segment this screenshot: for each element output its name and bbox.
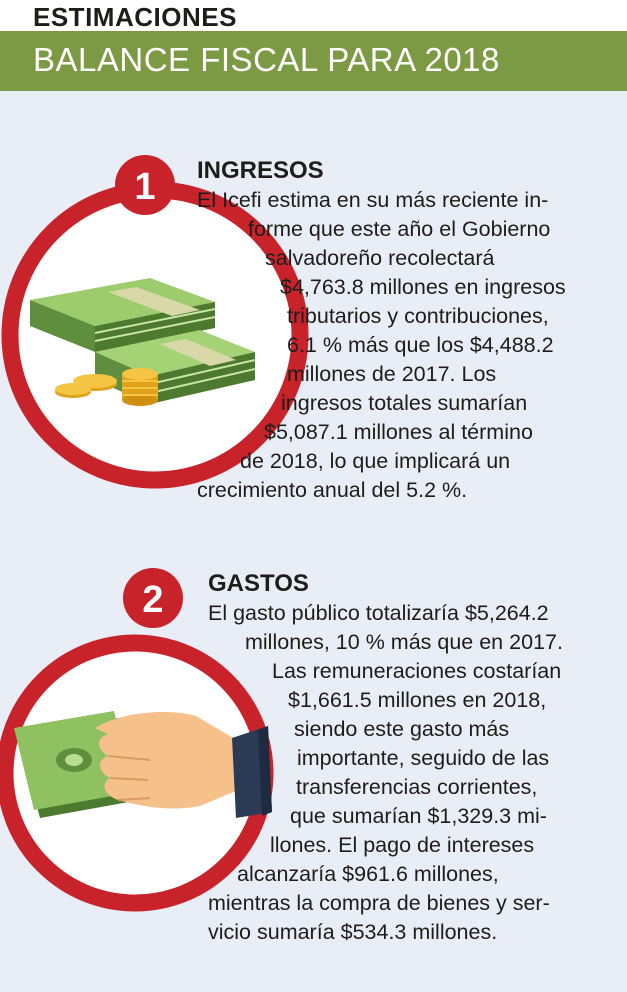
section-1-line: millones de 2017. Los — [287, 362, 497, 386]
section-2-number: 2 — [142, 579, 163, 621]
section-2-line: llones. El pago de intereses — [270, 833, 535, 857]
section-2-line: vicio sumaría $534.3 millones. — [208, 920, 498, 944]
section-2-line: que sumarían $1,329.3 mi- — [290, 804, 547, 828]
section-2-line: transferencias corrientes, — [296, 775, 538, 799]
section-2-line: $1,661.5 millones en 2018, — [288, 688, 547, 712]
section-2-line: alcanzaría $961.6 millones, — [237, 862, 499, 886]
kicker-label: ESTIMACIONES — [33, 2, 237, 32]
section-2-line: millones, 10 % más que en 2017. — [245, 630, 563, 654]
title-banner: BALANCE FISCAL PARA 2018 — [0, 31, 627, 91]
section-2-heading: GASTOS — [208, 570, 309, 597]
section-1-line: crecimiento anual del 5.2 %. — [197, 478, 468, 502]
section-1-number: 1 — [134, 166, 155, 208]
section-1-line: de 2018, lo que implicará un — [240, 449, 511, 473]
section-2-line: Las remuneraciones costarían — [272, 659, 562, 683]
section-2-line: importante, seguido de las — [297, 746, 550, 770]
section-1-heading: INGRESOS — [197, 157, 324, 184]
page-title: BALANCE FISCAL PARA 2018 — [33, 41, 500, 78]
section-2-line: El gasto público totalizaría $5,264.2 — [208, 601, 549, 625]
section-1-line: ingresos totales sumarían — [281, 391, 528, 415]
section-1-line: tributarios y contribuciones, — [287, 304, 549, 328]
hand-giving-money-icon: 2 — [0, 568, 274, 912]
section-2-line: mientras la compra de bienes y ser- — [208, 891, 550, 915]
section-1-line: 6.1 % más que los $4,488.2 — [287, 333, 554, 357]
kicker-bar: ESTIMACIONES — [0, 0, 627, 32]
section-1-line: El Icefi estima en su más reciente in- — [197, 188, 549, 212]
section-1-line: $4,763.8 millones en ingresos — [280, 275, 566, 299]
money-stack-coins-icon: 1 — [1, 155, 309, 489]
section-1-line: salvadoreño recolectará — [265, 246, 495, 270]
section-1-line: $5,087.1 millones al término — [264, 420, 533, 444]
section-2-line: siendo este gasto más — [294, 717, 510, 741]
section-1-line: forme que este año el Gobierno — [248, 217, 551, 241]
